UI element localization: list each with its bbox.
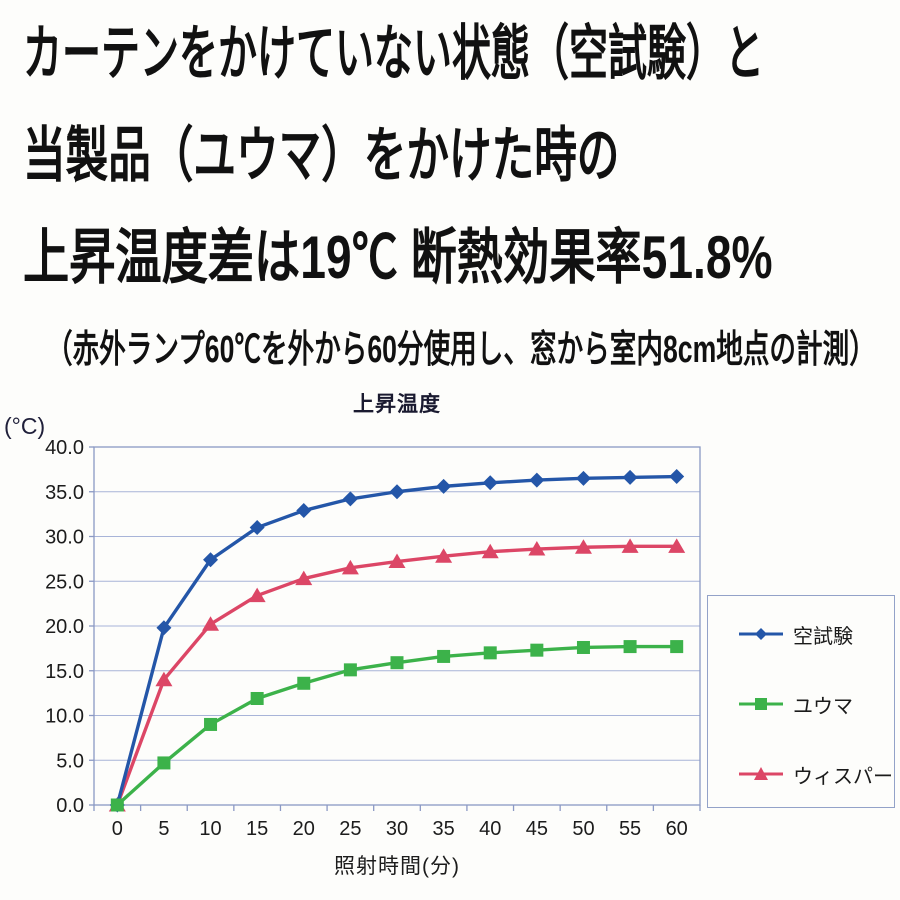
- x-tick-label: 15: [246, 818, 268, 840]
- y-tick-label: 0.0: [56, 795, 84, 817]
- y-tick-label: 10.0: [45, 706, 84, 728]
- data-point-diamond: [436, 478, 452, 494]
- data-point-square: [297, 676, 311, 690]
- data-point-triangle: [574, 539, 592, 554]
- data-point-square: [576, 640, 590, 654]
- series-line-0: [115, 474, 677, 806]
- legend-label: ユウマ: [793, 695, 853, 718]
- legend-diamond-marker-icon: [739, 628, 783, 640]
- legend-triangle-marker-icon: [739, 767, 783, 780]
- data-point-triangle: [435, 548, 453, 563]
- data-point-square: [204, 717, 218, 731]
- data-point-square: [670, 640, 684, 654]
- x-axis-label: 照射時間(分): [334, 855, 460, 878]
- series-line-2: [115, 544, 677, 806]
- data-point-diamond: [575, 470, 591, 486]
- legend-item-whisper: ウィスパー: [738, 762, 893, 788]
- temperature-line-chart: 0.0 5.0 10.0 15.0 20.0 25.0 30.0 35.0 40.0 0 5 10 15…: [45, 437, 701, 840]
- data-point-square: [483, 646, 497, 660]
- data-point-triangle: [295, 570, 313, 586]
- data-point-diamond: [342, 491, 358, 507]
- chart-title: 上昇温度: [353, 393, 441, 416]
- data-point-square: [390, 656, 404, 670]
- data-point-square: [343, 663, 357, 677]
- legend-item-yuuma: ユウマ: [738, 692, 853, 718]
- headline-line-1: カーテンをかけていない状態（空試験）と: [23, 20, 764, 87]
- data-point-square: [157, 756, 171, 770]
- x-tick-label: 60: [666, 818, 688, 840]
- data-point-diamond: [482, 475, 498, 491]
- y-tick-label: 5.0: [56, 750, 84, 772]
- x-tick-label: 10: [199, 818, 221, 840]
- data-point-diamond: [203, 552, 219, 568]
- x-tick-label: 0: [112, 818, 123, 840]
- legend-item-blank-test: 空試験: [738, 622, 853, 648]
- data-point-diamond: [622, 469, 638, 485]
- legend: 空試験 ユウマ ウィスパー: [707, 595, 895, 808]
- x-tick-label: 20: [293, 818, 315, 840]
- data-point-triangle: [341, 559, 359, 575]
- headline-line-3: 上昇温度差は19℃ 断熱効果率51.8%: [23, 224, 773, 291]
- data-point-diamond: [156, 620, 172, 636]
- data-point-square: [623, 640, 637, 654]
- data-point-triangle: [668, 538, 686, 553]
- data-point-diamond: [669, 469, 685, 485]
- x-tick-label: 5: [158, 818, 169, 840]
- x-tick-label: 50: [572, 818, 594, 840]
- x-tick-label: 40: [479, 818, 501, 840]
- y-tick-label: 35.0: [45, 482, 84, 504]
- data-point-triangle: [155, 671, 173, 687]
- y-tick-label: 15.0: [45, 661, 84, 683]
- data-point-triangle: [388, 553, 406, 569]
- data-point-diamond: [296, 503, 312, 519]
- data-point-triangle: [621, 538, 639, 553]
- x-tick-label: 45: [526, 818, 548, 840]
- x-tick-label: 35: [432, 818, 454, 840]
- data-point-triangle: [248, 587, 266, 603]
- data-point-diamond: [249, 520, 265, 536]
- legend-label: 空試験: [793, 625, 853, 648]
- x-tick-label: 30: [386, 818, 408, 840]
- data-point-square: [250, 691, 264, 705]
- headline-line-2: 当製品（ユウマ）をかけた時の: [23, 122, 620, 189]
- y-axis-unit-label: (°C): [4, 413, 46, 439]
- y-tick-label: 30.0: [45, 527, 84, 549]
- measurement-note: （赤外ランプ60℃を外から60分使用し、窓から室内8cm地点の計測）: [46, 329, 876, 371]
- data-point-square: [110, 798, 124, 812]
- legend-label: ウィスパー: [793, 765, 893, 788]
- y-tick-label: 40.0: [45, 437, 84, 459]
- data-point-triangle: [481, 543, 499, 559]
- y-tick-label: 25.0: [45, 571, 84, 593]
- data-point-diamond: [529, 472, 545, 488]
- data-point-triangle: [202, 616, 220, 631]
- data-point-triangle: [528, 541, 546, 556]
- x-tick-label: 25: [339, 818, 361, 840]
- x-tick-label: 55: [619, 818, 641, 840]
- legend-square-marker-icon: [739, 698, 783, 710]
- data-point-square: [437, 649, 451, 663]
- data-point-square: [530, 643, 544, 657]
- data-point-diamond: [389, 484, 405, 500]
- y-tick-label: 20.0: [45, 616, 84, 638]
